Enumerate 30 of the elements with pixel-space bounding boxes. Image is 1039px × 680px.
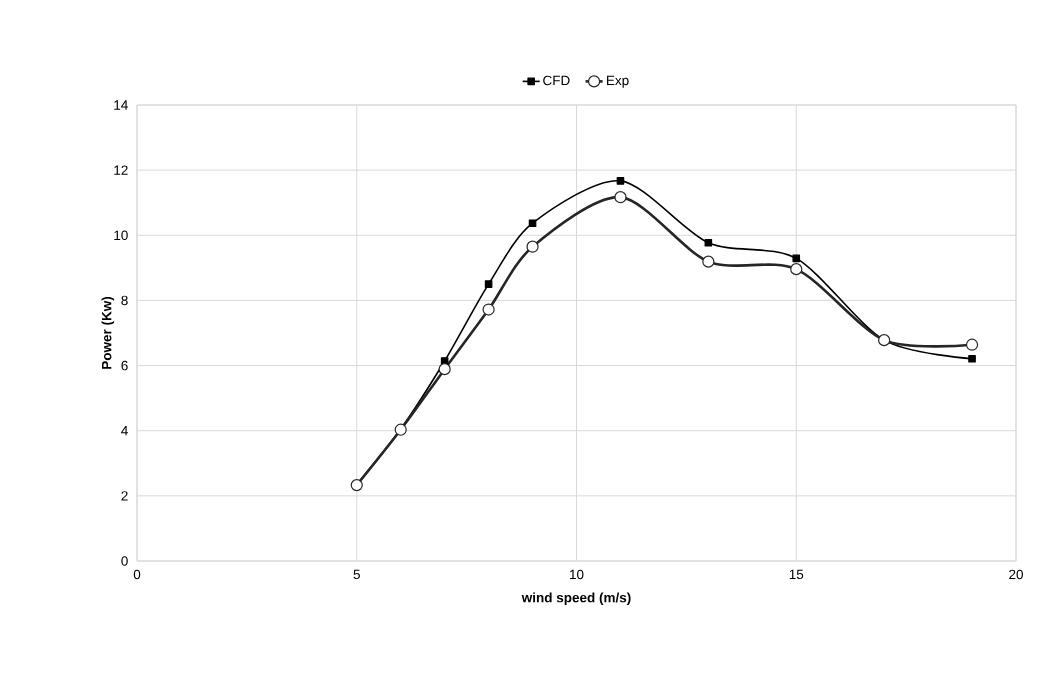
point [965, 338, 979, 351]
y-tick-label: 14 [114, 100, 128, 110]
point [484, 280, 493, 288]
y-tick-label: 8 [121, 295, 128, 306]
x-tick-label: 10 [570, 569, 584, 580]
point [792, 254, 801, 263]
y-tick-label: 2 [121, 491, 128, 501]
point [616, 177, 625, 185]
point [438, 363, 451, 376]
y-tick-label: 0 [121, 556, 128, 566]
point [614, 191, 627, 204]
y-tick-label: 10 [114, 230, 128, 241]
point [702, 255, 715, 268]
y-tick-label: 6 [121, 360, 128, 371]
point [528, 219, 537, 228]
point [968, 354, 976, 363]
y-tick-label: 4 [121, 426, 128, 436]
y-tick-label: 12 [114, 165, 128, 175]
x-tick-label: 0 [133, 569, 141, 580]
point [704, 238, 713, 247]
x-tick-label: 15 [789, 569, 804, 580]
legend-label: CFD [543, 75, 570, 86]
legend-label: Exp [607, 75, 629, 88]
point [526, 240, 539, 253]
x-tick-label: 20 [1009, 569, 1023, 580]
y-axis-title: Power (Kw) [101, 296, 115, 369]
point [790, 263, 803, 276]
x-axis-title: wind speed (m/s) [521, 592, 631, 606]
x-tick-label: 5 [353, 569, 360, 580]
point [482, 303, 495, 316]
